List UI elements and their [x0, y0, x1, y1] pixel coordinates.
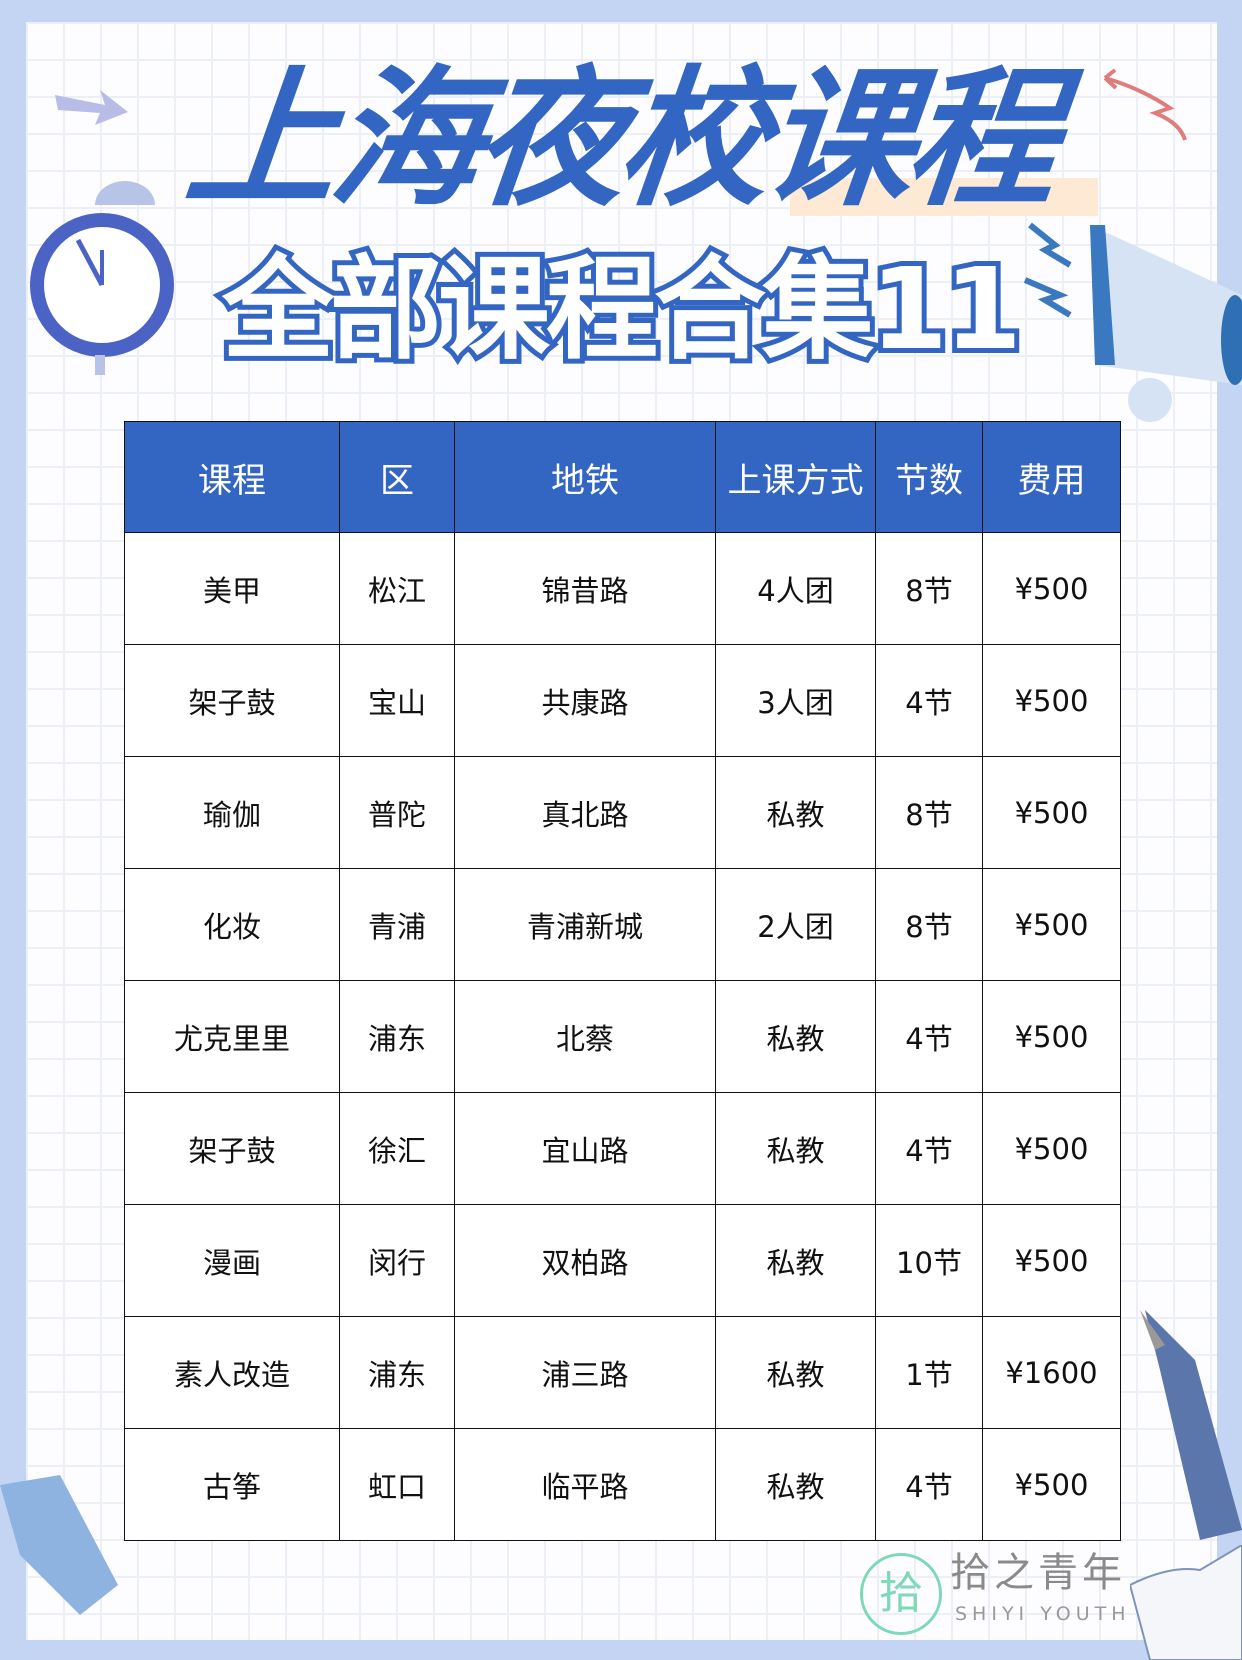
cell-metro: 双柏路 — [454, 1204, 716, 1317]
cell-course: 美甲 — [124, 532, 340, 645]
cell-course: 瑜伽 — [124, 756, 340, 869]
cell-format: 私教 — [715, 1428, 876, 1541]
title-highlight — [790, 178, 1098, 216]
table-row: 古筝 虹口 临平路 私教 4节 ¥500 — [124, 1428, 1121, 1541]
table-row: 尤克里里 浦东 北蔡 私教 4节 ¥500 — [124, 980, 1121, 1093]
table-row: 素人改造 浦东 浦三路 私教 1节 ¥1600 — [124, 1316, 1121, 1429]
cell-fee: ¥500 — [982, 1204, 1121, 1317]
cell-metro: 锦昔路 — [454, 532, 716, 645]
table-header-row: 课程 区 地铁 上课方式 节数 费用 — [124, 421, 1121, 533]
cell-format: 私教 — [715, 756, 876, 869]
cell-district: 浦东 — [339, 980, 455, 1093]
watermark-logo-char: 拾 — [879, 1568, 923, 1619]
cell-sessions: 4节 — [875, 1092, 983, 1205]
alarm-clock-icon — [30, 181, 174, 375]
table-row: 美甲 松江 锦昔路 4人团 8节 ¥500 — [124, 532, 1121, 645]
cell-district: 松江 — [339, 532, 455, 645]
header-metro: 地铁 — [454, 421, 716, 533]
cell-metro: 临平路 — [454, 1428, 716, 1541]
cell-format: 私教 — [715, 1204, 876, 1317]
course-table: 课程 区 地铁 上课方式 节数 费用 美甲 松江 锦昔路 4人团 8节 ¥500 架子鼓 宝山… — [124, 421, 1121, 1541]
cell-sessions: 8节 — [875, 868, 983, 981]
cell-fee: ¥500 — [982, 1428, 1121, 1541]
cell-sessions: 8节 — [875, 756, 983, 869]
cell-metro: 浦三路 — [454, 1316, 716, 1429]
cell-district: 闵行 — [339, 1204, 455, 1317]
watermark-name-en: SHIYI YOUTH — [955, 1603, 1131, 1625]
cell-district: 普陀 — [339, 756, 455, 869]
cell-fee: ¥500 — [982, 1092, 1121, 1205]
arrow-icon — [55, 90, 128, 125]
table-row: 瑜伽 普陀 真北路 私教 8节 ¥500 — [124, 756, 1121, 869]
cell-sessions: 1节 — [875, 1316, 983, 1429]
cell-course: 古筝 — [124, 1428, 340, 1541]
cell-sessions: 8节 — [875, 532, 983, 645]
cell-format: 私教 — [715, 1316, 876, 1429]
lightning-icon — [1023, 222, 1072, 318]
cell-fee: ¥500 — [982, 980, 1121, 1093]
cell-course: 漫画 — [124, 1204, 340, 1317]
cell-metro: 北蔡 — [454, 980, 716, 1093]
watermark-name: 拾之青年 — [950, 1550, 1126, 1596]
cell-district: 青浦 — [339, 868, 455, 981]
cell-sessions: 4节 — [875, 1428, 983, 1541]
header-fee: 费用 — [982, 421, 1121, 533]
fountain-pen-icon — [1140, 1310, 1242, 1540]
header-course: 课程 — [124, 421, 340, 533]
cell-fee: ¥500 — [982, 644, 1121, 757]
cell-metro: 真北路 — [454, 756, 716, 869]
cell-district: 宝山 — [339, 644, 455, 757]
open-notebook-icon — [1130, 1545, 1242, 1660]
cell-format: 私教 — [715, 1092, 876, 1205]
megaphone-icon — [1090, 225, 1242, 422]
cell-course: 尤克里里 — [124, 980, 340, 1093]
page-subtitle: 全部课程合集11 — [217, 245, 1027, 375]
cell-course: 素人改造 — [124, 1316, 340, 1429]
cell-course: 化妆 — [124, 868, 340, 981]
header-sessions: 节数 — [875, 421, 983, 533]
cell-format: 2人团 — [715, 868, 876, 981]
table-row: 化妆 青浦 青浦新城 2人团 8节 ¥500 — [124, 868, 1121, 981]
cell-metro: 共康路 — [454, 644, 716, 757]
cell-sessions: 4节 — [875, 644, 983, 757]
cell-format: 私教 — [715, 980, 876, 1093]
cell-fee: ¥1600 — [982, 1316, 1121, 1429]
table-row: 漫画 闵行 双柏路 私教 10节 ¥500 — [124, 1204, 1121, 1317]
cell-district: 虹口 — [339, 1428, 455, 1541]
page-title: 上海夜校课程 — [178, 53, 1062, 227]
watermark-logo: 拾 — [860, 1553, 942, 1635]
cell-metro: 青浦新城 — [454, 868, 716, 981]
cell-metro: 宜山路 — [454, 1092, 716, 1205]
cell-course: 架子鼓 — [124, 644, 340, 757]
cell-district: 浦东 — [339, 1316, 455, 1429]
cell-fee: ¥500 — [982, 532, 1121, 645]
cell-format: 3人团 — [715, 644, 876, 757]
cell-course: 架子鼓 — [124, 1092, 340, 1205]
table-row: 架子鼓 徐汇 宜山路 私教 4节 ¥500 — [124, 1092, 1121, 1205]
cell-sessions: 4节 — [875, 980, 983, 1093]
book-icon — [0, 1475, 118, 1615]
curly-arrow-icon — [1103, 68, 1187, 141]
cell-district: 徐汇 — [339, 1092, 455, 1205]
cell-format: 4人团 — [715, 532, 876, 645]
header-format: 上课方式 — [715, 421, 876, 533]
table-row: 架子鼓 宝山 共康路 3人团 4节 ¥500 — [124, 644, 1121, 757]
cell-fee: ¥500 — [982, 868, 1121, 981]
cell-fee: ¥500 — [982, 756, 1121, 869]
cell-sessions: 10节 — [875, 1204, 983, 1317]
header-district: 区 — [339, 421, 455, 533]
